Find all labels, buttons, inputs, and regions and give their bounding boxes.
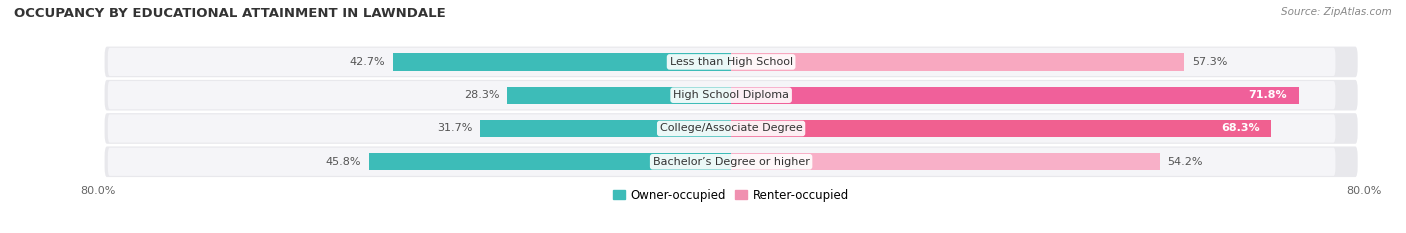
FancyBboxPatch shape [108, 114, 1336, 143]
Bar [731, 153, 1160, 170]
Bar [481, 120, 731, 137]
Bar [368, 153, 731, 170]
FancyBboxPatch shape [104, 47, 1358, 77]
Text: 42.7%: 42.7% [350, 57, 385, 67]
FancyBboxPatch shape [104, 147, 1358, 177]
Legend: Owner-occupied, Renter-occupied: Owner-occupied, Renter-occupied [607, 184, 855, 207]
Bar [731, 53, 1184, 71]
Text: 45.8%: 45.8% [326, 157, 361, 167]
Text: OCCUPANCY BY EDUCATIONAL ATTAINMENT IN LAWNDALE: OCCUPANCY BY EDUCATIONAL ATTAINMENT IN L… [14, 7, 446, 20]
Text: 54.2%: 54.2% [1167, 157, 1204, 167]
Bar [508, 86, 731, 104]
Text: 28.3%: 28.3% [464, 90, 499, 100]
Text: Source: ZipAtlas.com: Source: ZipAtlas.com [1281, 7, 1392, 17]
Text: 31.7%: 31.7% [437, 123, 472, 134]
FancyBboxPatch shape [108, 48, 1336, 76]
FancyBboxPatch shape [104, 113, 1358, 144]
Bar [731, 86, 1299, 104]
Text: 71.8%: 71.8% [1249, 90, 1286, 100]
Text: Less than High School: Less than High School [669, 57, 793, 67]
Text: 57.3%: 57.3% [1192, 57, 1227, 67]
FancyBboxPatch shape [104, 80, 1358, 110]
Bar [731, 120, 1271, 137]
Bar [394, 53, 731, 71]
FancyBboxPatch shape [108, 81, 1336, 109]
Text: Bachelor’s Degree or higher: Bachelor’s Degree or higher [652, 157, 810, 167]
Text: High School Diploma: High School Diploma [673, 90, 789, 100]
Text: 68.3%: 68.3% [1220, 123, 1260, 134]
FancyBboxPatch shape [108, 148, 1336, 176]
Text: College/Associate Degree: College/Associate Degree [659, 123, 803, 134]
